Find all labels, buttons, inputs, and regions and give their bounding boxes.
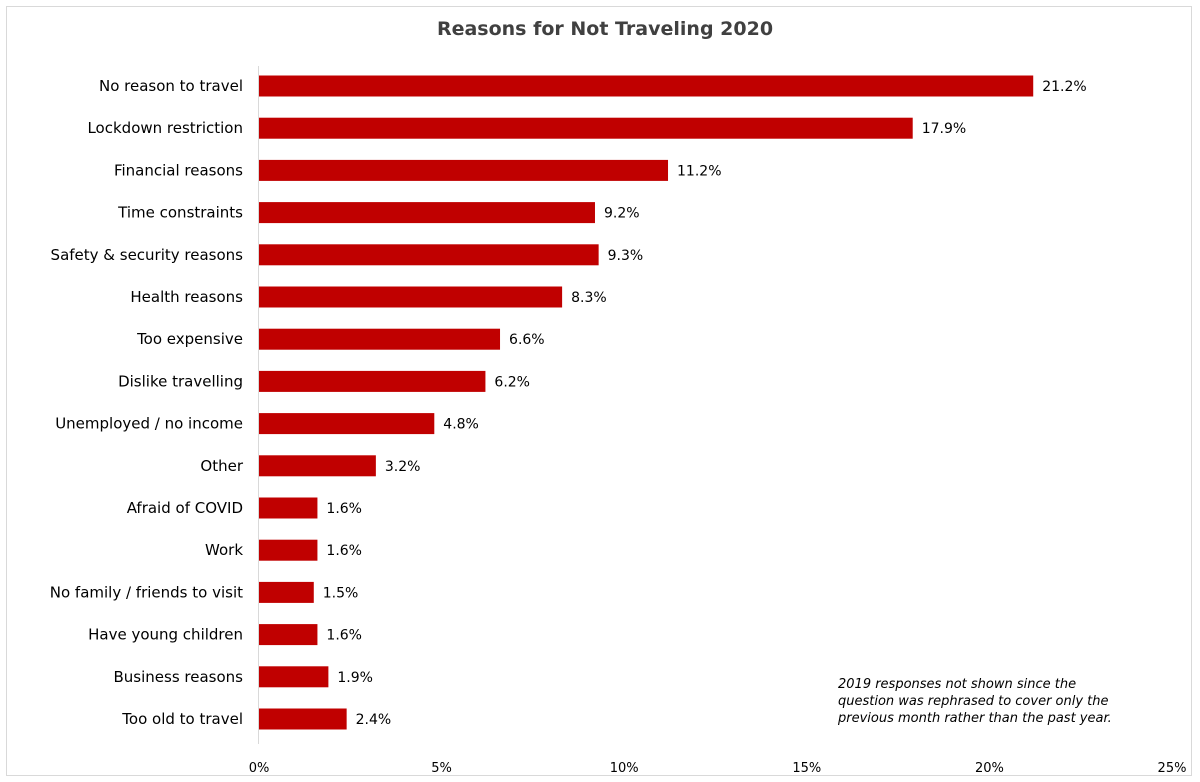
category-label: Too expensive xyxy=(136,330,243,348)
category-label: Afraid of COVID xyxy=(127,499,243,517)
x-tick-label: 5% xyxy=(431,761,452,776)
bar xyxy=(259,244,599,266)
data-label: 4.8% xyxy=(443,417,479,433)
category-label: Unemployed / no income xyxy=(55,415,243,433)
data-label: 1.6% xyxy=(326,628,362,644)
category-label: Dislike travelling xyxy=(118,372,243,390)
data-label: 11.2% xyxy=(677,163,721,179)
data-label: 6.6% xyxy=(509,332,545,348)
data-label: 8.3% xyxy=(571,290,607,306)
x-tick-label: 10% xyxy=(610,761,639,776)
data-label: 9.3% xyxy=(608,248,644,264)
category-label: Business reasons xyxy=(114,668,244,686)
bar xyxy=(259,159,669,181)
bar xyxy=(259,666,329,688)
category-label: Time constraints xyxy=(117,204,243,222)
x-tick-label: 20% xyxy=(975,761,1004,776)
category-label: Health reasons xyxy=(130,288,243,306)
data-label: 17.9% xyxy=(922,121,966,137)
footnote-line-1: 2019 responses not shown since the xyxy=(838,677,1077,692)
category-label: Too old to travel xyxy=(121,710,243,728)
data-label: 21.2% xyxy=(1042,79,1086,95)
x-tick-label: 0% xyxy=(249,761,270,776)
x-tick-label: 25% xyxy=(1158,761,1187,776)
category-label: Work xyxy=(205,541,243,559)
data-label: 1.6% xyxy=(326,501,362,517)
data-label: 1.6% xyxy=(326,543,362,559)
footnote-line-2: question was rephrased to cover only the xyxy=(838,694,1109,709)
category-label: Financial reasons xyxy=(114,161,243,179)
bar xyxy=(259,75,1034,97)
data-label: 6.2% xyxy=(494,374,530,390)
data-label: 1.9% xyxy=(337,670,373,686)
bar xyxy=(259,202,595,224)
data-label: 2.4% xyxy=(356,712,392,728)
footnote-line-3: previous month rather than the past year… xyxy=(838,711,1112,726)
bar xyxy=(259,497,318,519)
category-label: No family / friends to visit xyxy=(50,583,243,601)
bar xyxy=(259,286,563,308)
bar xyxy=(259,370,486,392)
data-label: 3.2% xyxy=(385,459,421,475)
footnote: 2019 responses not shown since the quest… xyxy=(838,676,1168,727)
bar xyxy=(259,328,501,350)
category-label: Lockdown restriction xyxy=(87,119,243,137)
bar xyxy=(259,455,376,477)
x-tick-label: 15% xyxy=(792,761,821,776)
category-label: Safety & security reasons xyxy=(51,246,244,264)
category-label: Have young children xyxy=(88,626,243,644)
data-label: 1.5% xyxy=(323,585,359,601)
bar xyxy=(259,539,318,561)
category-label: No reason to travel xyxy=(99,77,243,95)
bar xyxy=(259,413,435,435)
bar xyxy=(259,708,347,730)
category-label: Other xyxy=(200,457,243,475)
bar xyxy=(259,581,314,603)
bar xyxy=(259,624,318,646)
data-label: 9.2% xyxy=(604,206,640,222)
chart-title: Reasons for Not Traveling 2020 xyxy=(436,18,774,40)
bar xyxy=(259,117,913,139)
